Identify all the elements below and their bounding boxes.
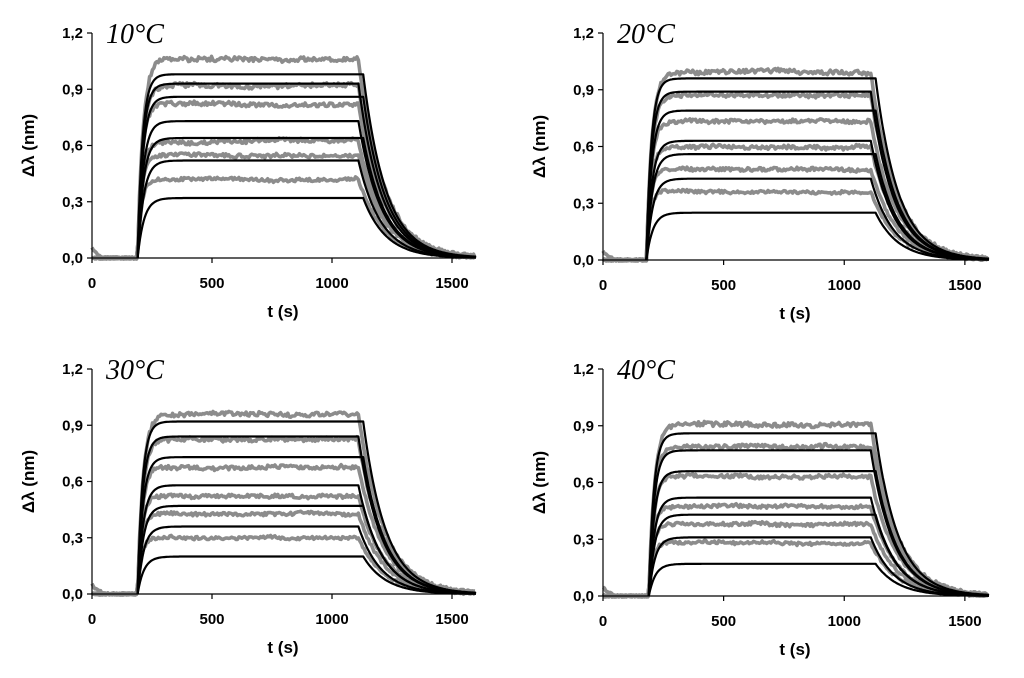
fit-series-5 (647, 513, 989, 597)
x-axis-title: t (s) (267, 302, 298, 321)
y-tick-label: 0,0 (573, 588, 594, 605)
y-tick-label: 0,3 (62, 530, 83, 547)
x-tick-label: 500 (199, 275, 224, 292)
x-tick-label: 1000 (315, 275, 348, 292)
fit-series-6 (647, 536, 990, 597)
y-tick-label: 0,9 (62, 81, 83, 98)
data-series-1 (90, 409, 476, 597)
fit-series-1 (645, 77, 990, 261)
fit-series-4 (645, 139, 989, 261)
x-tick-label: 1500 (435, 275, 468, 292)
y-tick-label: 0,0 (573, 252, 594, 269)
fit-series-3 (136, 95, 476, 259)
chart-panel-1: 0,0 0,3 0,6 0,9 1,2 0 500 1000 1500 t (s) Δλ (nm) 1… (19, 19, 477, 321)
x-tick-label: 1000 (828, 277, 861, 294)
data-series-2 (602, 90, 990, 263)
fit-series-1 (136, 73, 477, 259)
fit-series-3 (647, 470, 989, 597)
y-axis-title: Δλ (nm) (530, 451, 549, 514)
fit-series-1 (136, 420, 477, 595)
x-tick-label: 500 (711, 613, 736, 630)
y-tick-label: 0,3 (62, 194, 83, 211)
fit-series-3 (136, 456, 476, 595)
x-tick-label: 0 (599, 277, 607, 294)
fit-series-3 (645, 109, 989, 261)
fit-series-7 (645, 211, 990, 261)
y-tick-label: 0,9 (573, 418, 594, 435)
fit-series-7 (136, 555, 476, 595)
x-tick-label: 0 (599, 613, 607, 630)
chart-panel-4: 0,0 0,3 0,6 0,9 1,2 0 500 1000 1500 t (s) Δλ (nm) 4… (530, 355, 990, 659)
y-tick-label: 1,2 (62, 25, 83, 42)
chart-panel-2: 0,0 0,3 0,6 0,9 1,2 0 500 1000 1500 t (s) Δλ (nm) 2… (530, 19, 990, 323)
x-axis-title: t (s) (779, 640, 810, 659)
x-tick-label: 0 (88, 611, 96, 628)
x-tick-label: 500 (711, 277, 736, 294)
chart-panel-3: 0,0 0,3 0,6 0,9 1,2 0 500 1000 1500 t (s) Δλ (nm) 3… (19, 355, 477, 657)
y-tick-label: 0,9 (62, 417, 83, 434)
fit-series-6 (136, 525, 476, 595)
y-tick-label: 1,2 (573, 361, 594, 378)
x-axis-title: t (s) (779, 304, 810, 323)
y-axis-title: Δλ (nm) (19, 114, 38, 177)
y-tick-label: 1,2 (62, 361, 83, 378)
panel-title: 30°C (105, 355, 164, 386)
fit-series-1 (647, 432, 989, 597)
x-tick-label: 1000 (828, 613, 861, 630)
fit-series-5 (645, 153, 989, 261)
x-tick-label: 1500 (435, 611, 468, 628)
y-tick-label: 0,6 (573, 139, 594, 156)
fit-series-7 (136, 196, 477, 259)
fit-series-7 (647, 562, 989, 597)
x-tick-label: 500 (199, 611, 224, 628)
fit-series-2 (645, 90, 989, 261)
fit-series-6 (136, 159, 476, 259)
y-tick-label: 0,3 (573, 531, 594, 548)
x-axis-title: t (s) (267, 638, 298, 657)
fit-series-2 (136, 82, 477, 259)
x-tick-label: 0 (88, 275, 96, 292)
y-tick-label: 1,2 (573, 25, 594, 42)
panel-title: 20°C (617, 19, 675, 50)
y-tick-label: 0,9 (573, 82, 594, 99)
data-series-2 (602, 441, 990, 599)
x-tick-label: 1000 (315, 611, 348, 628)
y-tick-label: 0,6 (573, 475, 594, 492)
y-tick-label: 0,0 (62, 586, 83, 603)
y-axis-title: Δλ (nm) (530, 115, 549, 178)
data-series-6 (602, 538, 989, 599)
y-tick-label: 0,6 (62, 138, 83, 155)
fit-series-5 (136, 136, 476, 259)
fit-series-6 (645, 177, 989, 261)
data-series-2 (91, 80, 477, 261)
y-tick-label: 0,3 (573, 195, 594, 212)
fit-series-5 (136, 504, 477, 595)
y-tick-label: 0,6 (62, 474, 83, 491)
x-tick-label: 1500 (948, 277, 981, 294)
panel-title: 40°C (617, 355, 675, 386)
panel-title: 10°C (106, 19, 164, 50)
y-tick-label: 0,0 (62, 250, 83, 267)
x-tick-label: 1500 (948, 613, 981, 630)
y-axis-title: Δλ (nm) (19, 450, 38, 513)
data-series-2 (90, 434, 476, 597)
